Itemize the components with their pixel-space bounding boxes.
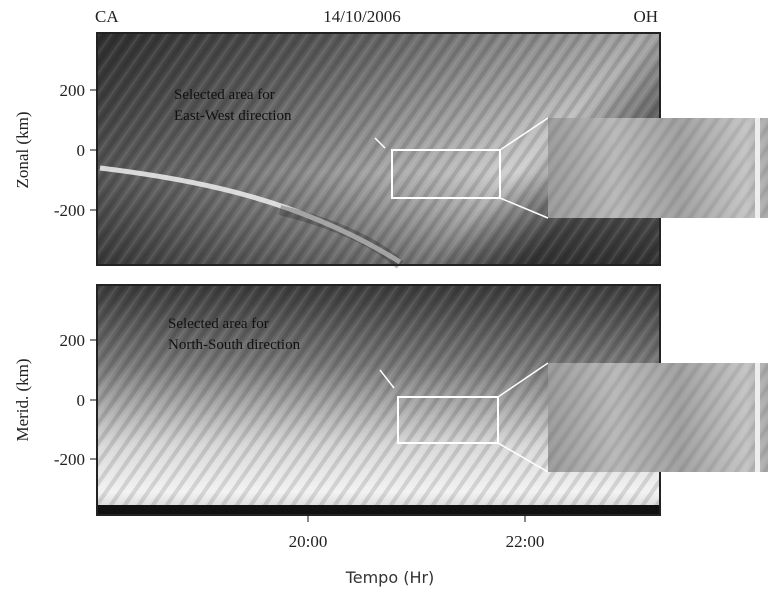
y-tick-label: -200: [54, 201, 85, 220]
y-tick-label: 200: [60, 331, 86, 350]
annotation: Selected area for: [168, 316, 269, 332]
annotation: East-West direction: [174, 108, 292, 124]
panel-meridional: [90, 284, 768, 522]
x-tick-label: 22:00: [506, 532, 545, 551]
y-tick-label: -200: [54, 450, 85, 469]
header-left: CA: [95, 7, 119, 26]
x-tick-label: 20:00: [289, 532, 328, 551]
panel-zonal: [90, 32, 768, 269]
x-label: Tempo (Hr): [345, 568, 435, 587]
header-right: OH: [633, 7, 658, 26]
header-date: 14/10/2006: [323, 7, 400, 26]
y-tick-label: 200: [60, 81, 86, 100]
annotation: North-South direction: [168, 337, 301, 353]
y-tick-label: 0: [77, 391, 86, 410]
y-tick-label: 0: [77, 141, 86, 160]
y-label: Merid. (km): [13, 358, 32, 441]
annotation: Selected area for: [174, 87, 275, 103]
y-label: Zonal (km): [13, 112, 32, 189]
